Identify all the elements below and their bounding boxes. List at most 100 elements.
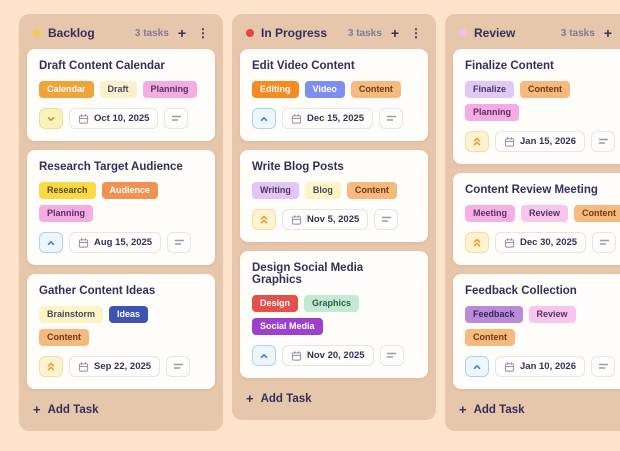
due-date: Oct 10, 2025	[94, 113, 150, 124]
notes-button[interactable]	[164, 108, 189, 129]
priority-badge[interactable]	[252, 345, 276, 366]
column-status-dot	[33, 29, 41, 37]
priority-badge[interactable]	[39, 108, 63, 129]
tag: Research	[39, 182, 96, 199]
tag: Feedback	[465, 306, 523, 323]
kanban-board: Backlog 3 tasks + ⋮ Draft Content Calend…	[19, 14, 620, 431]
column-status-dot	[459, 29, 467, 37]
notes-icon	[386, 115, 396, 121]
chevron-up-icon	[260, 353, 268, 358]
task-title: Design Social Media Graphics	[252, 262, 364, 286]
due-date-chip[interactable]: Nov 20, 2025	[282, 345, 374, 366]
notes-button[interactable]	[592, 232, 617, 253]
due-date: Sep 22, 2025	[94, 361, 152, 372]
notes-button[interactable]	[374, 209, 399, 230]
calendar-icon	[291, 214, 302, 226]
tag: Content	[350, 81, 401, 98]
priority-badge[interactable]	[39, 356, 63, 377]
due-date-chip[interactable]: Sep 22, 2025	[69, 356, 161, 377]
task-card[interactable]: Content Review Meeting Meeting Review Co…	[453, 173, 620, 265]
task-card[interactable]: Edit Video Content Editing Video Content…	[240, 49, 428, 141]
task-meta: Nov 20, 2025	[252, 345, 416, 366]
column-title: Review	[474, 26, 516, 40]
due-date: Dec 30, 2025	[520, 237, 578, 248]
task-card[interactable]: Design Social Media Graphics Design Grap…	[240, 251, 428, 378]
tag-list: Research Audience Planning	[39, 182, 203, 222]
tag-list: Editing Video Content	[252, 81, 416, 98]
due-date-chip[interactable]: Dec 30, 2025	[495, 232, 587, 253]
chevron-up-icon	[473, 364, 481, 369]
task-title: Feedback Collection	[465, 285, 577, 297]
column-in-progress: In Progress 3 tasks + ⋮ Edit Video Conte…	[232, 14, 436, 420]
due-date-chip[interactable]: Jan 10, 2026	[495, 356, 585, 377]
tag: Draft	[99, 81, 137, 98]
tag-list: Calendar Draft Planning	[39, 81, 203, 98]
tag-list: Meeting Review Content	[465, 205, 620, 222]
tag: Editing	[252, 81, 299, 98]
double-chevron-up-icon	[473, 137, 481, 146]
column-menu-icon[interactable]: ⋮	[410, 26, 422, 40]
notes-button[interactable]	[167, 232, 192, 253]
due-date-chip[interactable]: Dec 15, 2025	[282, 108, 374, 129]
add-task-button[interactable]: + Add Task	[232, 378, 326, 420]
task-title: Finalize Content	[465, 60, 554, 72]
due-date: Jan 15, 2026	[520, 136, 576, 147]
plus-icon: +	[459, 402, 467, 417]
priority-badge[interactable]	[252, 209, 276, 230]
calendar-icon	[78, 361, 89, 373]
column-header: In Progress 3 tasks + ⋮	[232, 14, 436, 49]
due-date: Aug 15, 2025	[94, 237, 153, 248]
task-card[interactable]: Research Target Audience Research Audien…	[27, 150, 215, 265]
column-menu-icon[interactable]: ⋮	[197, 26, 209, 40]
tag: Audience	[101, 182, 159, 199]
column-status-dot	[246, 29, 254, 37]
notes-button[interactable]	[591, 131, 615, 152]
due-date: Nov 5, 2025	[307, 214, 360, 225]
priority-badge[interactable]	[465, 232, 489, 253]
priority-badge[interactable]	[465, 131, 489, 152]
tag-list: Feedback Review Content	[465, 306, 620, 346]
task-count: 3 tasks	[560, 27, 595, 39]
task-card[interactable]: Draft Content Calendar Calendar Draft Pl…	[27, 49, 215, 141]
column-header: Backlog 3 tasks + ⋮	[19, 14, 223, 49]
task-card[interactable]: Write Blog Posts Writing Blog Content No…	[240, 150, 428, 242]
priority-badge[interactable]	[39, 232, 63, 253]
task-title: Draft Content Calendar	[39, 60, 165, 72]
notes-button[interactable]	[379, 108, 404, 129]
column-add-icon[interactable]: +	[177, 25, 186, 41]
priority-badge[interactable]	[465, 356, 489, 377]
add-task-button[interactable]: + Add Task	[19, 389, 113, 431]
chevron-up-icon	[47, 240, 55, 245]
task-meta: Dec 15, 2025	[252, 108, 416, 129]
task-title: Research Target Audience	[39, 161, 183, 173]
notes-button[interactable]	[379, 345, 404, 366]
task-meta: Sep 22, 2025	[39, 356, 203, 377]
notes-button[interactable]	[166, 356, 191, 377]
tag: Meeting	[465, 205, 516, 222]
tag: Brainstorm	[39, 306, 104, 323]
tag: Content	[520, 81, 571, 98]
add-task-label: Add Task	[473, 403, 525, 416]
due-date-chip[interactable]: Oct 10, 2025	[69, 108, 159, 129]
task-title: Gather Content Ideas	[39, 285, 156, 297]
column-add-icon[interactable]: +	[390, 25, 399, 41]
task-card[interactable]: Feedback Collection Feedback Review Cont…	[453, 274, 620, 389]
tag: Planning	[142, 81, 197, 98]
due-date-chip[interactable]: Nov 5, 2025	[282, 209, 369, 230]
task-card[interactable]: Finalize Content Finalize Content Planni…	[453, 49, 620, 164]
priority-badge[interactable]	[252, 108, 276, 129]
tag: Ideas	[109, 306, 149, 323]
due-date-chip[interactable]: Aug 15, 2025	[69, 232, 162, 253]
due-date: Nov 20, 2025	[307, 350, 365, 361]
double-chevron-up-icon	[260, 215, 268, 224]
tag: Content	[465, 329, 515, 346]
due-date-chip[interactable]: Jan 15, 2026	[495, 131, 585, 152]
notes-icon	[598, 363, 608, 369]
calendar-icon	[291, 350, 302, 362]
card-list: Edit Video Content Editing Video Content…	[232, 49, 436, 378]
task-card[interactable]: Gather Content Ideas Brainstorm Ideas Co…	[27, 274, 215, 389]
tag: Content	[39, 329, 89, 346]
notes-button[interactable]	[591, 356, 615, 377]
column-add-icon[interactable]: +	[603, 25, 612, 41]
add-task-button[interactable]: + Add Task	[445, 389, 539, 431]
